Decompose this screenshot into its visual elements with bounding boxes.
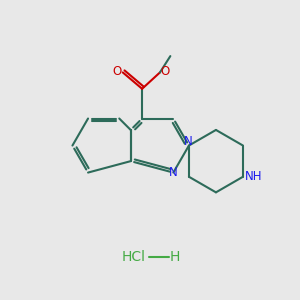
Text: H: H — [170, 250, 181, 264]
Text: N: N — [169, 167, 178, 179]
Text: O: O — [161, 65, 170, 78]
Text: O: O — [113, 65, 122, 78]
Text: NH: NH — [244, 170, 262, 183]
Text: N: N — [184, 136, 193, 148]
Text: HCl: HCl — [122, 250, 146, 264]
